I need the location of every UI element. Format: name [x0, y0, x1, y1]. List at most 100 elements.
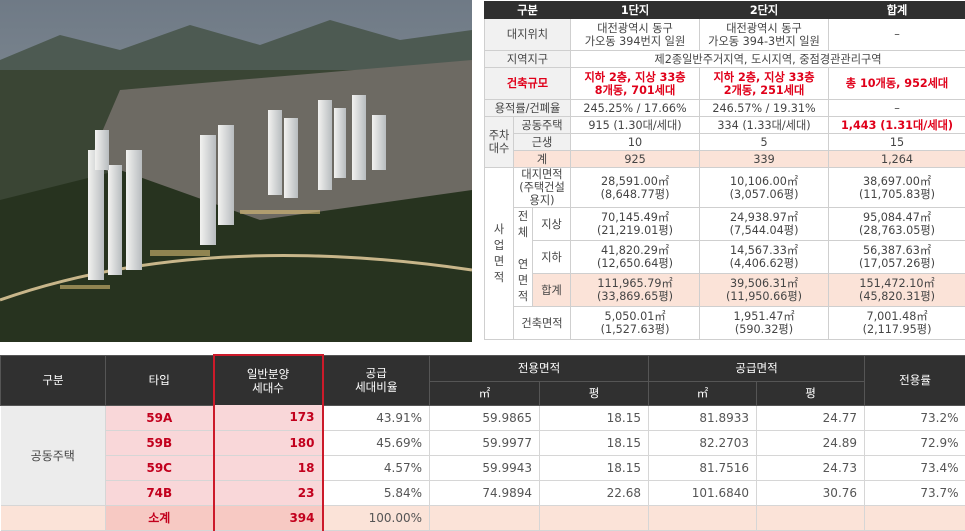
supply-pyeong-cell: 24.89: [757, 430, 865, 455]
supply-pyeong-cell: 30.76: [757, 480, 865, 505]
area-sum-2: 39,506.31㎡(11,950.66평): [700, 274, 829, 307]
row-label-ratio: 용적률/건폐율: [485, 100, 571, 117]
units-cell: 23: [214, 480, 323, 505]
table-row: 59C 18 4.57% 59.9943 18.15 81.7516 24.73…: [1, 455, 965, 480]
exclusive-m2-cell: 59.9943: [430, 455, 540, 480]
row-label-building-scale: 건축규모: [485, 68, 571, 100]
parking-sum-1: 925: [571, 151, 700, 168]
area-label-site: 대지면적(주택건설용지): [514, 168, 571, 208]
col-category: 구분: [1, 355, 106, 405]
subtotal-empty-cell: [757, 505, 865, 530]
exclusive-pyeong-cell: 22.68: [540, 480, 649, 505]
complex-aerial-rendering: [0, 0, 472, 342]
table-row: 74B 23 5.84% 74.9894 22.68 101.6840 30.7…: [1, 480, 965, 505]
row-label-site-location: 대지위치: [485, 19, 571, 51]
header-complex-2: 2단지: [700, 2, 829, 19]
efficiency-cell: 73.2%: [865, 405, 965, 430]
subtotal-label: 소계: [106, 505, 214, 530]
parking-sum-total: 1,264: [829, 151, 965, 168]
ratio-2: 246.57% / 19.31%: [700, 100, 829, 117]
area-above-total: 95,084.47㎡(28,763.05평): [829, 208, 965, 241]
parking-label-sum: 계: [514, 151, 571, 168]
zone-value: 제2종일반주거지역, 도시지역, 중점경관관리구역: [571, 51, 965, 68]
ratio-cell: 43.91%: [323, 405, 430, 430]
col-type: 타입: [106, 355, 214, 405]
exclusive-m2-cell: 59.9865: [430, 405, 540, 430]
col-exclusive-area: 전용면적: [430, 355, 649, 381]
parking-retail-2: 5: [700, 134, 829, 151]
area-building-total: 7,001.48㎡(2,117.95평): [829, 307, 965, 340]
type-cell: 59C: [106, 455, 214, 480]
parking-housing-2: 334 (1.33대/세대): [700, 117, 829, 134]
efficiency-cell: 73.4%: [865, 455, 965, 480]
area-sum-total: 151,472.10㎡(45,820.31평): [829, 274, 965, 307]
ratio-total: –: [829, 100, 965, 117]
ratio-1: 245.25% / 17.66%: [571, 100, 700, 117]
header-total: 합계: [829, 2, 965, 19]
subtotal-empty-cell: [649, 505, 757, 530]
exclusive-pyeong-cell: 18.15: [540, 430, 649, 455]
row-label-zone: 지역지구: [485, 51, 571, 68]
units-cell: 173: [214, 405, 323, 430]
table-row: 공동주택 59A 173 43.91% 59.9865 18.15 81.893…: [1, 405, 965, 430]
col-supply-area: 공급면적: [649, 355, 865, 381]
col-exclusive-m2: ㎡: [430, 381, 540, 405]
area-site-total: 38,697.00㎡(11,705.83평): [829, 168, 965, 208]
row-category: 공동주택: [1, 405, 106, 505]
area-site-2: 10,106.00㎡(3,057.06평): [700, 168, 829, 208]
area-label-below: 지하: [533, 241, 571, 274]
parking-sum-2: 339: [700, 151, 829, 168]
parking-housing-total: 1,443 (1.31대/세대): [829, 117, 965, 134]
area-label-sum: 합계: [533, 274, 571, 307]
area-building-2: 1,951.47㎡(590.32평): [700, 307, 829, 340]
area-below-2: 14,567.33㎡(4,406.62평): [700, 241, 829, 274]
supply-m2-cell: 82.2703: [649, 430, 757, 455]
parking-housing-1: 915 (1.30대/세대): [571, 117, 700, 134]
area-sum-1: 111,965.79㎡(33,869.65평): [571, 274, 700, 307]
subtotal-category-empty: [1, 505, 106, 530]
type-cell: 74B: [106, 480, 214, 505]
exclusive-pyeong-cell: 18.15: [540, 405, 649, 430]
col-supply-m2: ㎡: [649, 381, 757, 405]
ratio-cell: 4.57%: [323, 455, 430, 480]
efficiency-cell: 72.9%: [865, 430, 965, 455]
area-label-above: 지상: [533, 208, 571, 241]
subtotal-ratio: 100.00%: [323, 505, 430, 530]
efficiency-cell: 73.7%: [865, 480, 965, 505]
type-cell: 59A: [106, 405, 214, 430]
table-row: 59B 180 45.69% 59.9977 18.15 82.2703 24.…: [1, 430, 965, 455]
col-efficiency: 전용률: [865, 355, 965, 405]
parking-retail-total: 15: [829, 134, 965, 151]
header-complex-1: 1단지: [571, 2, 700, 19]
area-below-1: 41,820.29㎡(12,650.64평): [571, 241, 700, 274]
site-location-total: –: [829, 19, 965, 51]
ratio-cell: 45.69%: [323, 430, 430, 455]
area-above-1: 70,145.49㎡(21,219.01평): [571, 208, 700, 241]
subtotal-units: 394: [214, 505, 323, 530]
units-cell: 18: [214, 455, 323, 480]
area-below-total: 56,387.63㎡(17,057.26평): [829, 241, 965, 274]
parking-retail-1: 10: [571, 134, 700, 151]
area-above-2: 24,938.97㎡(7,544.04평): [700, 208, 829, 241]
area-label-building: 건축면적: [514, 307, 571, 340]
header-category: 구분: [485, 2, 571, 19]
units-cell: 180: [214, 430, 323, 455]
parking-label-housing: 공동주택: [514, 117, 571, 134]
col-exclusive-pyeong: 평: [540, 381, 649, 405]
exclusive-pyeong-cell: 18.15: [540, 455, 649, 480]
col-supply-pyeong: 평: [757, 381, 865, 405]
building-scale-total: 총 10개동, 952세대: [829, 68, 965, 100]
supply-m2-cell: 101.6840: [649, 480, 757, 505]
supply-pyeong-cell: 24.77: [757, 405, 865, 430]
subtotal-empty-cell: [430, 505, 540, 530]
